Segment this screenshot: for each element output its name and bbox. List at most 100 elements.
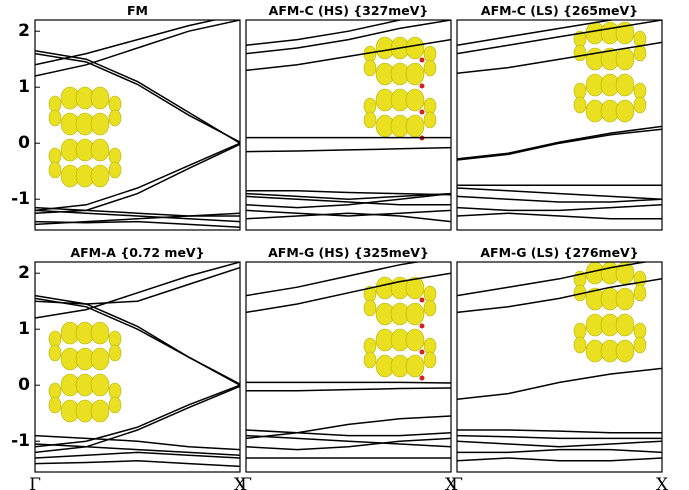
orbital-lobe <box>424 98 436 114</box>
atom <box>420 376 425 381</box>
x-tick-label: Γ <box>240 475 252 490</box>
band-line <box>457 430 662 433</box>
orbital-lobe <box>424 286 436 302</box>
orbital-lobe <box>109 96 121 112</box>
atom <box>420 58 425 63</box>
y-tick-label: 0 <box>18 375 30 395</box>
orbital-lobe <box>406 115 424 137</box>
orbital-lobe <box>49 397 61 413</box>
band-line <box>246 148 451 152</box>
x-tick-label: Γ <box>29 475 41 490</box>
orbital-lobe <box>49 162 61 178</box>
orbital-lobe <box>364 352 376 368</box>
orbital-lobe <box>424 46 436 62</box>
orbital-lobe <box>109 110 121 126</box>
band-line <box>457 441 662 447</box>
band-line <box>246 388 451 391</box>
orbital-lobe <box>91 165 109 187</box>
band-line <box>35 461 240 467</box>
orbital-lobe <box>634 323 646 339</box>
band-line <box>457 205 662 211</box>
band-line <box>457 436 662 439</box>
panel-title: AFM-A {0.72 meV} <box>70 245 204 260</box>
band-line <box>246 436 451 447</box>
atom <box>420 110 425 115</box>
orbital-lobe <box>406 303 424 325</box>
atom <box>420 84 425 89</box>
orbital-lobe <box>364 60 376 76</box>
orbital-lobe <box>364 112 376 128</box>
x-tick-label: X <box>656 475 669 490</box>
orbital-lobe <box>616 74 634 96</box>
band-line <box>457 213 662 219</box>
orbital-lobe <box>364 338 376 354</box>
orbital-lobe <box>406 355 424 377</box>
plot-area <box>35 262 240 466</box>
band-line <box>35 436 240 450</box>
band-line <box>35 20 240 76</box>
orbital-lobe <box>616 288 634 310</box>
band-line <box>457 126 662 158</box>
band-line <box>35 222 240 228</box>
orbital-lobe <box>634 83 646 99</box>
band-line <box>246 438 451 449</box>
band-line <box>246 213 451 221</box>
atom <box>420 324 425 329</box>
band-line <box>246 382 451 383</box>
orbital-lobe <box>406 63 424 85</box>
figure: FM -1 0 1 2 AFM-C (HS) {327meV} AFM-C (LS) {26… <box>0 0 689 490</box>
orbital-lobe <box>49 148 61 164</box>
band-line <box>35 262 240 318</box>
y-tick-label: -1 <box>11 189 30 209</box>
orbital-lobe <box>616 314 634 336</box>
orbital-lobe <box>634 97 646 113</box>
orbital-lobe <box>616 340 634 362</box>
atom <box>420 350 425 355</box>
plot-area <box>35 14 240 227</box>
atom <box>420 298 425 303</box>
orbital-lobe <box>109 397 121 413</box>
panel: AFM-A {0.72 meV}-1012ΓX <box>11 245 247 490</box>
orbital-lobe <box>634 285 646 301</box>
orbital-lobe <box>424 112 436 128</box>
orbital-lobe <box>616 48 634 70</box>
orbital-lobe <box>574 97 586 113</box>
y-tick-label: 2 <box>18 263 30 283</box>
orbital-lobe <box>49 345 61 361</box>
orbital-lobe <box>574 45 586 61</box>
panel-title: AFM-G (HS) {325meV} <box>268 245 429 260</box>
plot-area <box>457 14 662 218</box>
orbital-lobe <box>634 337 646 353</box>
panel: AFM-G (HS) {325meV}ΓX <box>240 245 458 490</box>
orbital-lobe <box>91 322 109 344</box>
orbital-lobe <box>406 89 424 111</box>
panel-title: AFM-C (LS) {265meV} <box>481 3 638 18</box>
orbital-lobe <box>616 100 634 122</box>
orbital-lobe <box>364 300 376 316</box>
orbital-lobe <box>49 383 61 399</box>
panel-title: FM <box>127 3 148 18</box>
orbital-lobe <box>109 148 121 164</box>
band-line <box>35 14 240 64</box>
orbital-lobe <box>424 352 436 368</box>
panel: FM -1 0 1 2 <box>11 3 240 230</box>
plot-area <box>246 256 451 458</box>
orbital-lobe <box>634 271 646 287</box>
y-tick-label: 2 <box>18 21 30 41</box>
orbital-lobe <box>49 110 61 126</box>
orbital-lobe <box>364 98 376 114</box>
panel: AFM-C (LS) {265meV} <box>457 3 662 230</box>
orbital-lobe <box>49 331 61 347</box>
orbital-lobe <box>424 338 436 354</box>
y-tick-label: 0 <box>18 133 30 153</box>
orbital-lobe <box>574 323 586 339</box>
panel-title: AFM-C (HS) {327meV} <box>269 3 429 18</box>
orbital-lobe <box>109 345 121 361</box>
y-tick-label: 1 <box>18 77 30 97</box>
orbital-lobe <box>424 300 436 316</box>
band-line <box>246 191 451 195</box>
orbital-lobe <box>91 374 109 396</box>
band-line <box>35 268 240 304</box>
band-line <box>457 458 662 461</box>
orbital-lobe <box>109 383 121 399</box>
